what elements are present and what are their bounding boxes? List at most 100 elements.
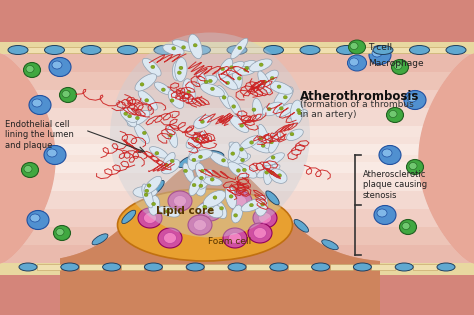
Ellipse shape [145, 189, 149, 193]
Ellipse shape [254, 227, 266, 238]
Ellipse shape [258, 213, 272, 224]
Ellipse shape [183, 163, 194, 182]
Ellipse shape [248, 140, 270, 153]
Ellipse shape [206, 151, 224, 158]
Ellipse shape [144, 213, 156, 224]
Ellipse shape [194, 178, 206, 196]
Ellipse shape [223, 228, 247, 248]
Ellipse shape [198, 169, 212, 189]
Ellipse shape [237, 169, 240, 172]
Ellipse shape [210, 178, 214, 181]
Ellipse shape [45, 45, 64, 54]
Bar [288, 264, 311, 270]
Ellipse shape [168, 191, 192, 211]
Bar [0, 54, 474, 126]
Ellipse shape [229, 142, 248, 159]
Ellipse shape [373, 45, 393, 54]
Ellipse shape [164, 163, 169, 167]
Ellipse shape [149, 146, 168, 158]
Ellipse shape [270, 140, 273, 144]
Ellipse shape [237, 163, 251, 176]
Bar [413, 264, 437, 270]
Bar [210, 47, 228, 53]
Ellipse shape [142, 131, 146, 135]
Ellipse shape [173, 196, 186, 207]
Bar [27, 47, 46, 53]
Ellipse shape [92, 234, 108, 245]
Ellipse shape [354, 263, 372, 271]
Ellipse shape [253, 98, 263, 121]
Ellipse shape [253, 208, 277, 228]
Ellipse shape [32, 99, 42, 107]
Polygon shape [0, 263, 474, 275]
Ellipse shape [311, 263, 329, 271]
Ellipse shape [263, 80, 267, 83]
Ellipse shape [128, 114, 132, 118]
Text: Lipid core: Lipid core [156, 206, 214, 216]
Bar [0, 54, 474, 108]
Bar [137, 47, 155, 53]
Ellipse shape [123, 108, 137, 127]
Polygon shape [0, 54, 55, 263]
Ellipse shape [249, 203, 254, 207]
Ellipse shape [148, 195, 160, 215]
Ellipse shape [407, 159, 423, 175]
Ellipse shape [199, 155, 202, 158]
Ellipse shape [374, 205, 396, 225]
Ellipse shape [168, 126, 178, 147]
Ellipse shape [210, 87, 214, 91]
Ellipse shape [372, 49, 382, 57]
Ellipse shape [222, 96, 226, 99]
Bar [163, 264, 186, 270]
Bar [246, 47, 264, 53]
Ellipse shape [229, 195, 233, 198]
Ellipse shape [261, 203, 264, 206]
Ellipse shape [270, 263, 288, 271]
Ellipse shape [208, 79, 212, 83]
Ellipse shape [229, 116, 249, 133]
Bar [0, 54, 474, 72]
Ellipse shape [407, 94, 417, 102]
Bar [0, 54, 474, 198]
Ellipse shape [24, 165, 32, 173]
Ellipse shape [155, 82, 171, 94]
Ellipse shape [219, 207, 224, 210]
Ellipse shape [188, 215, 212, 235]
Ellipse shape [178, 156, 194, 168]
Ellipse shape [144, 193, 148, 197]
Ellipse shape [60, 88, 76, 102]
Bar [0, 191, 474, 263]
Ellipse shape [279, 107, 283, 110]
Ellipse shape [19, 263, 37, 271]
Bar [0, 54, 474, 144]
Text: (formation of a thrombus
in an artery): (formation of a thrombus in an artery) [300, 100, 414, 119]
Ellipse shape [269, 169, 287, 183]
Ellipse shape [231, 205, 243, 223]
Ellipse shape [163, 44, 184, 55]
Bar [79, 264, 102, 270]
Ellipse shape [186, 263, 204, 271]
Ellipse shape [229, 66, 234, 69]
Ellipse shape [242, 168, 246, 172]
Ellipse shape [232, 105, 236, 108]
Ellipse shape [241, 158, 245, 162]
Text: Atherosclerotic
plaque causing
stenosis: Atherosclerotic plaque causing stenosis [363, 170, 427, 200]
Ellipse shape [204, 80, 208, 83]
Ellipse shape [143, 58, 161, 76]
Ellipse shape [349, 58, 358, 66]
Ellipse shape [196, 71, 209, 91]
Ellipse shape [162, 152, 175, 169]
Ellipse shape [276, 103, 294, 117]
Bar [0, 155, 474, 263]
Ellipse shape [402, 222, 410, 230]
Ellipse shape [198, 201, 222, 221]
Bar [0, 54, 474, 162]
Ellipse shape [379, 146, 401, 164]
Bar [0, 245, 474, 263]
Ellipse shape [264, 45, 283, 54]
Ellipse shape [187, 90, 191, 94]
Ellipse shape [213, 196, 217, 199]
Ellipse shape [188, 147, 201, 170]
Ellipse shape [290, 132, 294, 136]
Ellipse shape [240, 136, 260, 149]
